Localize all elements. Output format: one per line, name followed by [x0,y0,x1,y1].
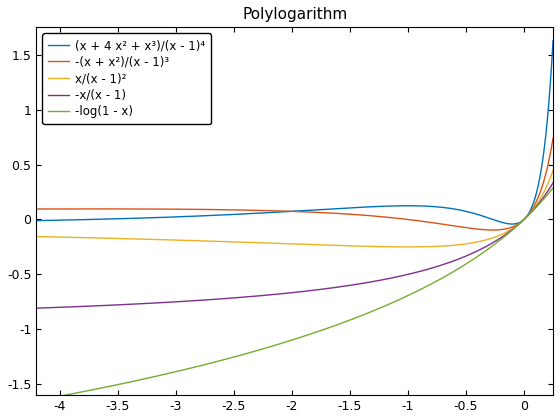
(x + 4 x² + x³)/(x - 1)⁴ [480,214,487,219]
(x + 4 x² + x³)/(x - 1)⁴ [513,221,520,226]
Line: (x + 4 x² + x³)/(x - 1)⁴: (x + 4 x² + x³)/(x - 1)⁴ [36,0,560,224]
-(x + x²)/(x - 1)³ [390,215,397,220]
-(x + x²)/(x - 1)³ [480,227,487,232]
-(x + x²)/(x - 1)³ [513,223,520,228]
-log(1 - x) [417,287,423,292]
-log(1 - x) [513,224,520,229]
-x/(x - 1) [513,224,520,229]
Line: -log(1 - x): -log(1 - x) [36,0,560,401]
-(x + x²)/(x - 1)³ [33,207,40,212]
(x + 4 x² + x³)/(x - 1)⁴ [251,211,258,216]
Line: -(x + x²)/(x - 1)³: -(x + x²)/(x - 1)³ [36,0,560,230]
-x/(x - 1) [63,304,70,310]
Legend: (x + 4 x² + x³)/(x - 1)⁴, -(x + x²)/(x - 1)³, x/(x - 1)², -x/(x - 1), -log(1 - x: (x + 4 x² + x³)/(x - 1)⁴, -(x + x²)/(x -… [42,33,211,124]
x/(x - 1)² [480,238,487,243]
-x/(x - 1) [33,306,40,311]
(x + 4 x² + x³)/(x - 1)⁴ [63,218,70,223]
x/(x - 1)² [513,223,520,228]
-(x + x²)/(x - 1)³ [63,206,70,211]
-x/(x - 1) [251,294,258,299]
x/(x - 1)² [390,244,397,249]
-x/(x - 1) [480,245,487,250]
-x/(x - 1) [417,269,423,274]
-log(1 - x) [251,349,258,354]
(x + 4 x² + x³)/(x - 1)⁴ [390,203,397,208]
-log(1 - x) [480,249,487,255]
-x/(x - 1) [390,275,397,280]
(x + 4 x² + x³)/(x - 1)⁴ [417,203,423,208]
-(x + x²)/(x - 1)³ [251,208,258,213]
x/(x - 1)² [417,244,423,249]
Line: -x/(x - 1): -x/(x - 1) [36,0,560,308]
-log(1 - x) [63,392,70,397]
-(x + x²)/(x - 1)³ [417,218,423,223]
(x + 4 x² + x³)/(x - 1)⁴ [33,218,40,223]
Title: Polylogarithm: Polylogarithm [242,7,347,22]
-log(1 - x) [390,299,397,304]
x/(x - 1)² [63,235,70,240]
x/(x - 1)² [251,240,258,245]
Line: x/(x - 1)²: x/(x - 1)² [36,0,560,247]
x/(x - 1)² [33,234,40,239]
-log(1 - x) [33,398,40,403]
